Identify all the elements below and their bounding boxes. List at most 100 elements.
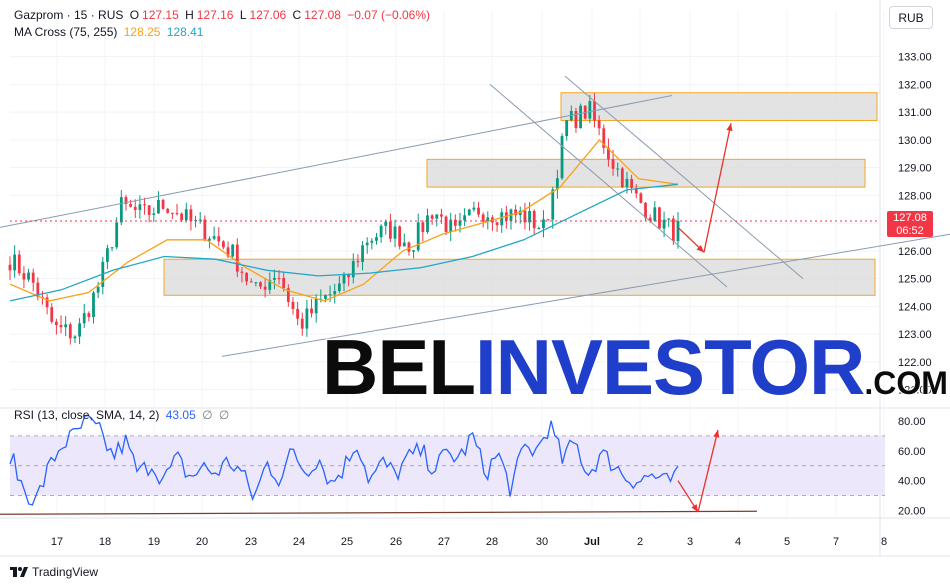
ma-legend: MA Cross (75, 255) 128.25 128.41 [14, 25, 206, 39]
candle-body [273, 277, 276, 280]
candle-body [546, 219, 550, 221]
time-tick-label: 25 [341, 536, 353, 548]
hidden-series-icon: ∅ [202, 408, 213, 422]
candle-body [50, 307, 54, 322]
close-label: C [292, 8, 302, 22]
candle-body [203, 219, 207, 241]
candle-body [634, 187, 638, 194]
candle-body [486, 217, 490, 222]
candle-body [495, 222, 499, 226]
candle-body [92, 292, 95, 318]
brand-label[interactable]: TradingView [32, 565, 99, 579]
candle-body [440, 214, 443, 217]
candle-body [277, 277, 281, 279]
support-resistance-zone [560, 92, 878, 121]
time-tick-label: 18 [99, 536, 111, 548]
candle-body [356, 261, 360, 263]
rsi-title[interactable]: RSI (13, close, SMA, 14, 2) [14, 408, 160, 422]
candle-body [648, 217, 652, 221]
candle-body [444, 216, 448, 232]
candle-body [8, 264, 12, 271]
rsi-line [9, 414, 679, 506]
candle-body [667, 218, 671, 220]
candle-body [611, 159, 615, 169]
time-tick-label: 7 [833, 536, 839, 548]
candle-body [337, 283, 341, 292]
candle-body [449, 219, 453, 232]
time-tick-label: 8 [881, 536, 887, 548]
price-tick-label: 128.00 [898, 190, 932, 202]
watermark: BELINVESTOR.COM [321, 322, 949, 413]
candle-body [347, 274, 351, 278]
open-label: O [129, 8, 140, 22]
ma-slow-value: 128.41 [166, 25, 204, 39]
candle-body [616, 168, 620, 170]
candle-body [528, 210, 531, 223]
candle-body [22, 273, 26, 280]
candle-body [435, 214, 439, 219]
support-resistance-zone [163, 258, 876, 296]
candle-body [45, 297, 49, 308]
candle-body [555, 178, 559, 190]
projection-arrow [703, 123, 732, 253]
time-tick-label: 17 [51, 536, 63, 548]
open-value: 127.15 [142, 8, 179, 22]
rsi-tick-label: 60.00 [898, 446, 926, 458]
candle-body [147, 205, 151, 215]
symbol-legend: Gazprom · 15 · RUS O 127.15 H 127.16 L 127.… [14, 8, 433, 22]
tradingview-logo-icon[interactable] [10, 567, 28, 577]
time-tick-label: 27 [438, 536, 450, 548]
price-tick-label: 129.00 [898, 163, 932, 175]
candle-body [463, 215, 467, 221]
ma-slow-line [9, 183, 679, 302]
candle-body [379, 225, 383, 238]
candle-body [416, 222, 420, 251]
candle-body [574, 110, 578, 129]
candle-body [259, 282, 262, 287]
candle-body [351, 261, 355, 278]
symbol-label[interactable]: Gazprom · 15 · RUS [14, 8, 124, 22]
candle-body [458, 220, 462, 226]
candle-body [639, 193, 643, 203]
ma-title[interactable]: MA Cross (75, 255) [14, 25, 118, 39]
trend-line [0, 95, 673, 228]
candle-body [87, 313, 91, 318]
candle-body [421, 222, 425, 233]
candle-body [138, 204, 142, 210]
close-value: 127.08 [304, 8, 341, 22]
candle-body [286, 288, 290, 302]
rsi-legend: RSI (13, close, SMA, 14, 2) 43.05 ∅ ∅ [14, 408, 232, 422]
candle-body [282, 277, 286, 289]
ma-fast-value: 128.25 [123, 25, 161, 39]
candle-body [676, 220, 680, 242]
arrow-head [726, 123, 733, 132]
candle-body [296, 308, 300, 319]
candle-body [625, 178, 629, 188]
time-tick-label: 23 [245, 536, 257, 548]
candle-body [551, 189, 555, 220]
price-tick-label: 131.00 [898, 107, 932, 119]
candle-body [96, 287, 100, 293]
candle-body [310, 308, 313, 314]
candle-body [110, 247, 114, 249]
time-tick-label: 3 [687, 536, 693, 548]
candle-body [597, 120, 601, 129]
candle-body [78, 323, 81, 337]
time-tick-label: 19 [148, 536, 160, 548]
price-tick-label: 125.00 [898, 274, 932, 286]
candle-body [36, 282, 40, 298]
candle-body [305, 308, 309, 329]
price-tick-label: 130.00 [898, 135, 932, 147]
price-tick-label: 124.00 [898, 301, 932, 313]
arrow-head [696, 244, 704, 253]
candle-body [27, 272, 30, 280]
currency-button[interactable]: RUB [889, 6, 933, 29]
candle-body [388, 221, 392, 239]
time-tick-label: 24 [293, 536, 305, 548]
candle-body [532, 210, 536, 229]
watermark-part-1: BEL [321, 322, 478, 413]
price-tick-label: 122.00 [898, 357, 932, 369]
candle-body [671, 218, 675, 242]
candle-body [189, 209, 193, 221]
